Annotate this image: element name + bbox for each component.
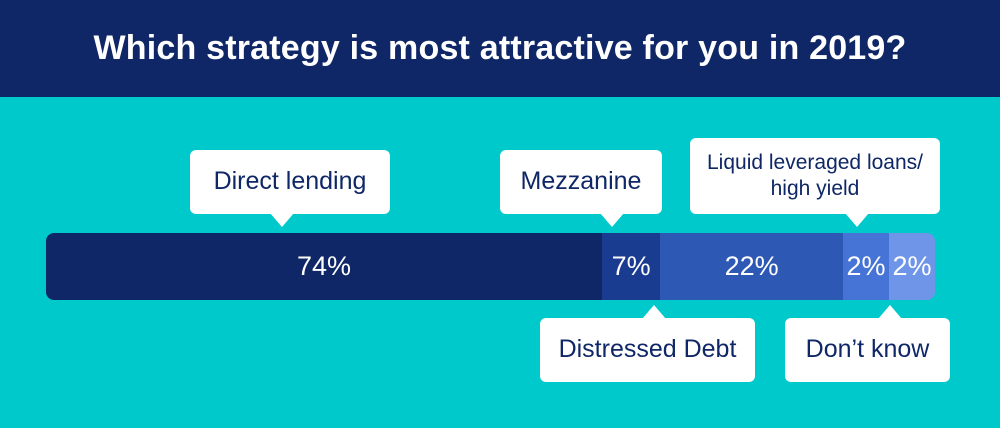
callout-pointer	[642, 305, 666, 319]
callout-pointer	[845, 213, 869, 227]
bar-segment: 74%	[46, 233, 603, 300]
title-banner: Which strategy is most attractive for yo…	[0, 0, 1000, 97]
bar-segment: 2%	[842, 233, 889, 300]
callout-liquid-leveraged-loans: Liquid leveraged loans/ high yield	[690, 138, 940, 214]
bar-value-label: 2%	[892, 251, 932, 281]
bar-value-label: 74%	[297, 251, 352, 281]
callout-pointer	[600, 213, 624, 227]
bar-segment: 7%	[602, 233, 661, 300]
callout-dont-know: Don’t know	[785, 318, 950, 382]
callout-distressed-debt: Distressed Debt	[540, 318, 755, 382]
callout-pointer	[270, 213, 294, 227]
chart-title: Which strategy is most attractive for yo…	[93, 29, 907, 67]
bar-value-label: 22%	[724, 251, 779, 281]
bar-value-label: 7%	[611, 251, 651, 281]
bar-segment: 22%	[660, 233, 843, 300]
callout-mezzanine: Mezzanine	[500, 150, 662, 214]
callout-pointer	[878, 305, 902, 319]
bar-value-label: 2%	[846, 251, 886, 281]
callout-direct-lending: Direct lending	[190, 150, 390, 214]
stacked-bar: 74% 7% 22% 2% 2%	[46, 233, 935, 300]
bar-segment: 2%	[888, 233, 935, 300]
